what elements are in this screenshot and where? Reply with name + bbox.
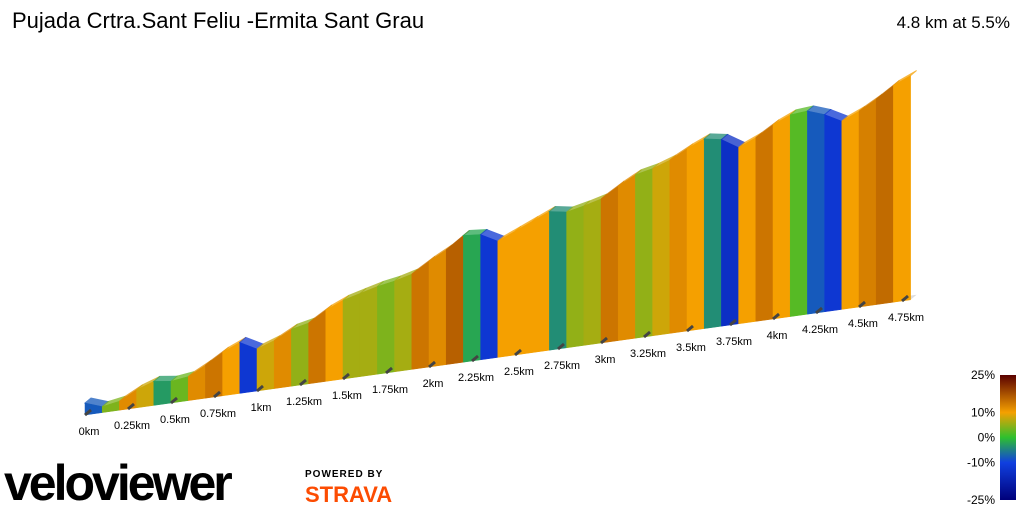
- x-tick: [256, 384, 264, 393]
- segment: [686, 138, 705, 332]
- segment: [256, 340, 275, 392]
- segment: [411, 260, 430, 370]
- segment: [669, 148, 688, 334]
- x-tick: [299, 378, 307, 387]
- segment: [325, 299, 344, 382]
- x-tick-label: 4.25km: [802, 324, 838, 336]
- x-tick: [901, 294, 909, 303]
- x-tick-label: 2.75km: [544, 360, 580, 372]
- segment: [652, 159, 671, 337]
- x-tick: [643, 330, 651, 339]
- x-tick-label: 1.25km: [286, 396, 322, 408]
- segment: [893, 75, 911, 303]
- segment: [824, 114, 843, 313]
- x-tick-label: 3km: [595, 354, 616, 366]
- x-tick-label: 4km: [767, 330, 788, 342]
- x-tick: [514, 348, 522, 357]
- segment: [789, 110, 808, 317]
- x-tick-label: 2km: [423, 378, 444, 390]
- x-tick: [471, 354, 479, 363]
- x-tick-label: 3.75km: [716, 336, 752, 348]
- chart-subtitle: 4.8 km at 5.5%: [897, 13, 1010, 32]
- segment: [239, 342, 258, 394]
- x-tick: [600, 336, 608, 345]
- x-tick-label: 0km: [79, 426, 100, 438]
- segment: [549, 211, 567, 351]
- x-tick: [772, 312, 780, 321]
- segment: [738, 137, 757, 325]
- x-tick-label: 1.5km: [332, 390, 362, 402]
- segment: [755, 124, 774, 322]
- segment: [463, 234, 481, 363]
- x-tick: [84, 408, 92, 417]
- x-tick-label: 0.5km: [160, 414, 190, 426]
- segment: [514, 220, 533, 356]
- strava: STRAVA: [305, 482, 392, 507]
- segment: [497, 230, 516, 358]
- x-tick: [686, 324, 694, 333]
- segment: [703, 138, 722, 329]
- x-tick-label: 2.25km: [458, 372, 494, 384]
- segment: [153, 380, 172, 406]
- x-tick-label: 0.25km: [114, 420, 150, 432]
- segment: [600, 185, 619, 344]
- segment: [136, 380, 155, 409]
- x-tick: [557, 342, 565, 351]
- logo: veloviewer: [4, 455, 232, 511]
- segment: [359, 286, 378, 377]
- x-tick: [127, 402, 135, 411]
- x-tick-label: 3.5km: [676, 342, 706, 354]
- segment: [807, 110, 825, 315]
- segment: [858, 98, 877, 308]
- powered-by: POWERED BY: [305, 469, 383, 480]
- segment: [531, 211, 550, 353]
- scale-tick-label: -10%: [967, 456, 995, 470]
- segment: [635, 168, 653, 339]
- x-tick: [170, 396, 178, 405]
- segment: [721, 139, 739, 327]
- segment: [583, 198, 602, 346]
- segment: [291, 322, 309, 387]
- segment: [617, 174, 636, 341]
- x-tick: [342, 372, 350, 381]
- segment: [308, 309, 327, 385]
- scale-tick-label: 25%: [971, 368, 995, 382]
- segment: [205, 351, 223, 399]
- scale-tick-label: 0%: [978, 431, 996, 445]
- segment: [480, 234, 499, 361]
- segment: [841, 110, 860, 310]
- scale-tick-label: -25%: [967, 493, 995, 507]
- segment: [428, 249, 447, 368]
- chart-title: Pujada Crtra.Sant Feliu -Ermita Sant Gra…: [12, 8, 424, 33]
- x-tick: [213, 390, 221, 399]
- x-tick: [815, 306, 823, 315]
- scale-tick-label: 10%: [971, 406, 995, 420]
- segment: [772, 114, 791, 320]
- x-tick-label: 1.75km: [372, 384, 408, 396]
- x-tick: [729, 318, 737, 327]
- x-tick-label: 4.5km: [848, 318, 878, 330]
- segment: [566, 205, 585, 349]
- x-tick-label: 1km: [251, 402, 272, 414]
- segment: [342, 292, 361, 380]
- segment: [377, 280, 395, 375]
- segment: [875, 84, 894, 305]
- x-tick-label: 4.75km: [888, 312, 924, 324]
- segment: [445, 234, 464, 365]
- x-tick-label: 0.75km: [200, 408, 236, 420]
- x-tick: [385, 366, 393, 375]
- x-tick-label: 2.5km: [504, 366, 534, 378]
- color-scale: [1000, 375, 1016, 500]
- x-tick: [858, 300, 866, 309]
- segment: [394, 273, 413, 373]
- x-tick-label: 3.25km: [630, 348, 666, 360]
- x-tick: [428, 360, 436, 369]
